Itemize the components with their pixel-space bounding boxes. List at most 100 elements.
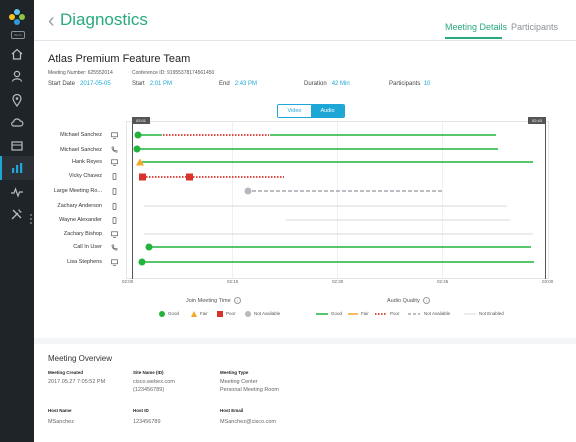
- meeting-type-label: Meeting Type: [220, 370, 249, 375]
- legend-label: Poor: [226, 311, 236, 316]
- meeting-details-card: Atlas Premium Feature Team Meeting Numbe…: [34, 41, 576, 338]
- join-time-good-marker: [138, 258, 146, 266]
- host-name-label: Host Name: [48, 408, 72, 413]
- participant-name: Wayne Alexander: [59, 217, 102, 223]
- site-id-value: (123456789): [133, 387, 165, 393]
- participant-name: Zachary Anderson: [57, 203, 102, 209]
- legend-good-marker: [159, 311, 165, 317]
- meeting-created-value: 2017.05.27 7:05:52 PM: [48, 379, 106, 385]
- time-tick: 03:00: [542, 279, 554, 284]
- mobile-icon: [112, 217, 117, 224]
- meeting-type-value: Meeting Center: [220, 379, 258, 385]
- audio-toggle-button[interactable]: Audio: [311, 105, 344, 117]
- join-time-fair-marker: [136, 158, 144, 166]
- start-marker-label: 02:01: [132, 117, 150, 124]
- meeting-team-title: Atlas Premium Feature Team: [48, 53, 191, 65]
- sidebar: BETA: [0, 0, 34, 442]
- start-date: Start Date 2017-05-05: [48, 81, 111, 87]
- start-time: Start 2:01 PM: [132, 81, 173, 87]
- nav-tools[interactable]: [0, 202, 34, 226]
- end-marker-line: [545, 117, 546, 279]
- legend-label: Not Available: [424, 311, 451, 316]
- timeline-grid: [126, 121, 549, 279]
- video-toggle-button[interactable]: Video: [278, 105, 311, 117]
- nav-locations[interactable]: [0, 88, 34, 112]
- time-tick: 02:00: [122, 279, 134, 284]
- phone-icon: [111, 146, 118, 153]
- participant-name: Michael Sanchez: [60, 147, 102, 153]
- location-pin-icon: [12, 93, 22, 107]
- legend-label: Not Enabled: [479, 311, 504, 316]
- join-time-poor-marker: [139, 173, 146, 181]
- phone-icon: [111, 244, 118, 251]
- tab-participants[interactable]: Participants: [511, 22, 559, 32]
- participants-count: Participants 10: [389, 81, 431, 87]
- participant-name: Michael Sanchez: [60, 132, 102, 138]
- devices-icon: [11, 141, 23, 151]
- time-tick: 02:15: [227, 279, 239, 284]
- meeting-number: Meeting Number: 625552014: [48, 70, 113, 76]
- audio-quality-legend-title: Audio Quality i: [387, 297, 430, 304]
- legend-symbols: [159, 311, 476, 317]
- site-name-value: cisco.webex.com: [133, 379, 175, 385]
- resize-handle[interactable]: [30, 214, 33, 228]
- participant-name: Zachary Bishop: [63, 231, 102, 237]
- mobile-icon: [112, 173, 117, 180]
- active-tab-indicator: [445, 37, 502, 39]
- beta-badge: BETA: [11, 31, 25, 39]
- join-time-na-marker: [244, 187, 252, 195]
- timeline-bars: [133, 131, 534, 266]
- legend-fair-marker: [191, 311, 197, 317]
- legend-label: Fair: [361, 311, 369, 316]
- mobile-icon: [112, 203, 117, 210]
- nav-analytics[interactable]: [0, 156, 34, 180]
- meeting-created-label: Meeting Created: [48, 370, 84, 375]
- tab-meeting-details[interactable]: Meeting Details: [445, 22, 508, 32]
- nav-services[interactable]: [0, 110, 34, 134]
- legend-label: Not Available: [254, 311, 281, 316]
- nav-devices[interactable]: [0, 134, 34, 158]
- join-time-good-marker: [134, 131, 142, 139]
- overview-title: Meeting Overview: [48, 354, 113, 363]
- participant-name: Hank Reyes: [72, 159, 102, 165]
- site-name-label: Site Name (ID): [133, 370, 164, 375]
- conference-id: Conference ID: 91955378174561450: [132, 70, 215, 76]
- back-chevron-icon[interactable]: ‹: [48, 10, 55, 32]
- legend-label: Fair: [200, 311, 208, 316]
- join-time-good-marker: [133, 145, 141, 153]
- join-time-poor-marker: [186, 173, 193, 181]
- mobile-icon: [112, 188, 117, 195]
- participant-name: Vicky Chavez: [68, 173, 102, 179]
- cloud-icon: [11, 118, 24, 127]
- join-time-good-marker: [145, 243, 153, 251]
- header: ‹ Diagnostics Meeting Details Participan…: [34, 0, 576, 41]
- desktop-icon: [111, 159, 118, 166]
- pulse-icon: [11, 187, 23, 198]
- legend-na-marker: [245, 311, 251, 317]
- host-id-label: Host ID: [133, 408, 149, 413]
- legend-poor-marker: [217, 311, 223, 317]
- duration: Duration 42 Min: [304, 81, 350, 87]
- host-email-label: Host Email: [220, 408, 244, 413]
- video-audio-toggle: Video Audio: [277, 104, 345, 118]
- time-tick: 02:30: [332, 279, 344, 284]
- start-marker-line: [132, 117, 133, 279]
- end-marker-label: 02:43: [528, 117, 546, 124]
- end-time: End 2:43 PM: [219, 81, 258, 87]
- nav-troubleshooting[interactable]: [0, 180, 34, 204]
- join-time-legend-title: Join Meeting Time i: [186, 297, 241, 304]
- tools-icon: [11, 209, 22, 220]
- legend-label: Poor: [390, 311, 400, 316]
- bar-chart-icon: [12, 163, 23, 173]
- info-icon[interactable]: i: [233, 297, 241, 304]
- meeting-overview: Meeting Overview Meeting Created 2017.05…: [34, 344, 576, 442]
- info-icon[interactable]: i: [422, 297, 430, 304]
- webex-logo-icon: [9, 9, 25, 25]
- nav-users[interactable]: [0, 64, 34, 88]
- host-name-value: MSanchez: [48, 419, 74, 425]
- desktop-icon: [111, 231, 118, 238]
- legend-label: Good: [168, 311, 180, 316]
- page-title: Diagnostics: [60, 10, 148, 29]
- nav-home[interactable]: [0, 42, 34, 66]
- desktop-icon: [111, 259, 118, 266]
